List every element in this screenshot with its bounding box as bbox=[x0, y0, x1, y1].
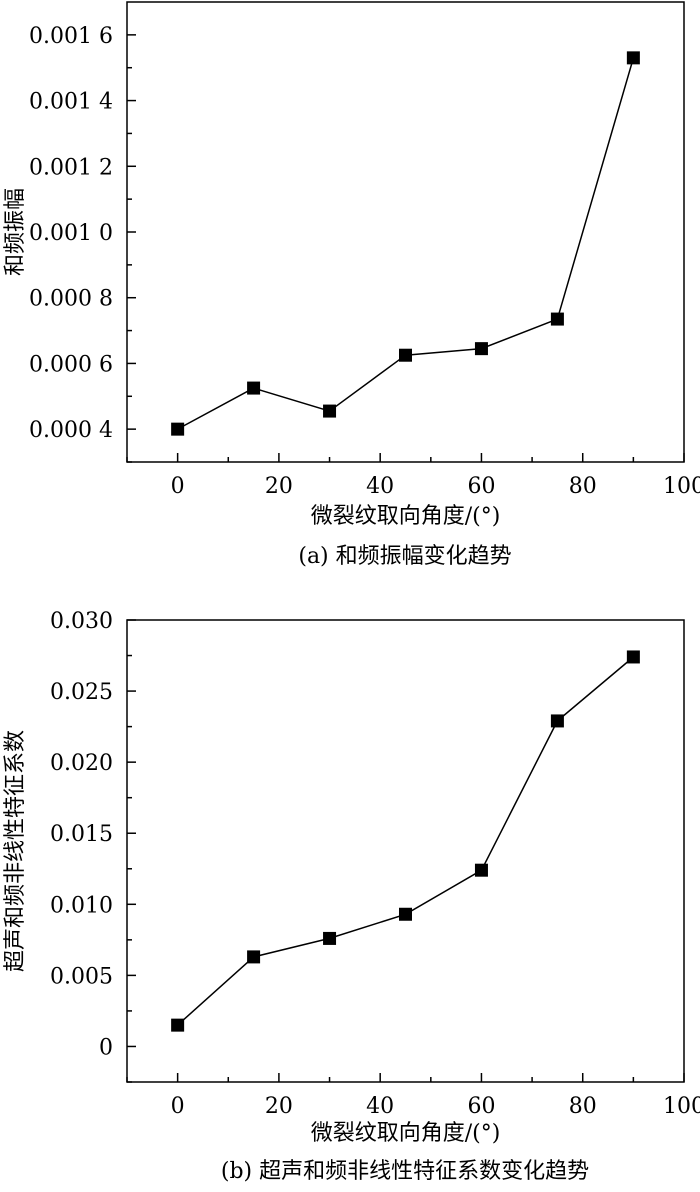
x-tick-label: 80 bbox=[569, 1094, 597, 1119]
data-point bbox=[323, 931, 337, 945]
x-tick-label: 20 bbox=[265, 1094, 293, 1119]
data-point bbox=[474, 342, 488, 356]
y-axis-title: 和频振幅 bbox=[3, 188, 28, 276]
chart-panel-b: 0 20 40 60 80 100 0 0.005 0.010 0.015 0.020 0.025 0.… bbox=[3, 609, 700, 1184]
x-tick-label: 20 bbox=[265, 474, 293, 499]
x-tick-label: 40 bbox=[366, 474, 394, 499]
x-tick-label: 60 bbox=[467, 1094, 495, 1119]
x-axis-title: 微裂纹取向角度/(°) bbox=[311, 1121, 501, 1146]
x-axis-title: 微裂纹取向角度/(°) bbox=[311, 504, 501, 529]
figure-caption: (b) 超声和频非线性特征系数变化趋势 bbox=[221, 1159, 589, 1184]
series-line bbox=[177, 57, 635, 430]
y-tick-label: 0.020 bbox=[50, 751, 113, 776]
x-tick-label: 0 bbox=[171, 474, 185, 499]
y-tick-label: 0.000 8 bbox=[29, 287, 113, 312]
plot-frame bbox=[126, 619, 685, 1083]
y-tick-label: 0.010 bbox=[50, 893, 113, 918]
series-line bbox=[177, 656, 634, 1026]
y-tick-label: 0 bbox=[99, 1035, 113, 1060]
x-tick-label: 100 bbox=[663, 474, 700, 499]
y-tick-label: 0.001 0 bbox=[29, 221, 113, 246]
data-point bbox=[247, 381, 261, 395]
y-tick-label: 0.001 4 bbox=[29, 90, 113, 115]
chart-panel-a: 0 20 40 60 80 100 0.000 4 0.000 6 0.000 8 0.001 0… bbox=[3, 1, 700, 569]
y-axis-title: 超声和频非线性特征系数 bbox=[3, 730, 28, 972]
x-tick-label: 60 bbox=[467, 474, 495, 499]
data-point bbox=[171, 422, 185, 436]
x-tick-label: 0 bbox=[171, 1094, 185, 1119]
data-point bbox=[247, 950, 261, 964]
data-point bbox=[399, 348, 412, 362]
data-point bbox=[171, 1018, 185, 1032]
y-tick-label: 0.005 bbox=[50, 964, 113, 989]
x-tick-label: 100 bbox=[663, 1094, 700, 1119]
data-point bbox=[550, 312, 564, 326]
y-tick-label: 0.030 bbox=[50, 609, 113, 634]
y-tick-label: 0.015 bbox=[50, 822, 113, 847]
plot-frame bbox=[126, 1, 685, 463]
y-tick-label: 0.001 6 bbox=[29, 24, 113, 49]
data-point bbox=[550, 714, 564, 728]
y-tick-label: 0.000 4 bbox=[29, 418, 113, 443]
y-tick-label: 0.001 2 bbox=[29, 155, 113, 180]
figure-caption: (a) 和频振幅变化趋势 bbox=[298, 544, 511, 569]
y-tick-label: 0.025 bbox=[50, 680, 113, 705]
data-point bbox=[399, 907, 412, 921]
y-tick-label: 0.000 6 bbox=[29, 352, 113, 377]
data-point bbox=[626, 650, 640, 664]
data-point bbox=[626, 51, 640, 65]
x-tick-label: 80 bbox=[569, 474, 597, 499]
data-point bbox=[474, 863, 488, 877]
data-point bbox=[323, 404, 337, 418]
x-tick-label: 40 bbox=[366, 1094, 394, 1119]
